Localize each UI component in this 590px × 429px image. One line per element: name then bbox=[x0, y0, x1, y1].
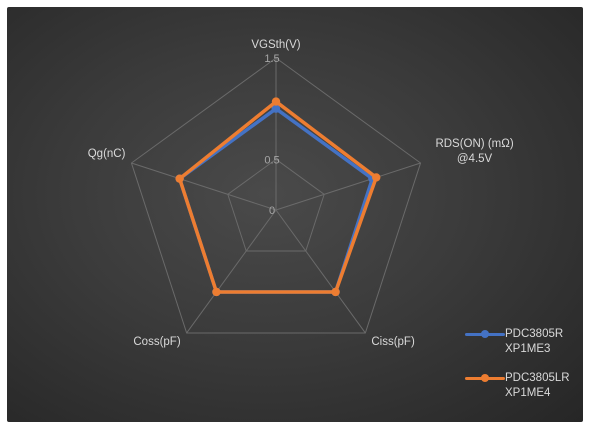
legend-label-series-2: PDC3805LR XP1ME4 bbox=[505, 372, 570, 399]
tick-label-1: 0.5 bbox=[264, 154, 279, 166]
legend-marker-series-2 bbox=[465, 371, 505, 385]
series-2-point-1 bbox=[372, 173, 381, 182]
spoke-1 bbox=[275, 162, 421, 211]
radial-tick-labels: 00.511.5 bbox=[264, 53, 279, 217]
radar-chart: 00.511.5 VGSth(V)RDS(ON) (mΩ)@4.5VCiss(p… bbox=[88, 39, 514, 348]
data-series bbox=[175, 97, 381, 297]
legend: PDC3805R XP1ME3 PDC3805LR XP1ME4 bbox=[465, 327, 583, 415]
spoke-3 bbox=[186, 209, 277, 334]
legend-label-series-1: PDC3805R XP1ME3 bbox=[505, 328, 564, 355]
series-2-point-3 bbox=[212, 287, 221, 297]
axis-label-1: RDS(ON) (mΩ) @4.5V bbox=[435, 138, 513, 165]
tick-label-0: 0 bbox=[269, 205, 275, 217]
series-1-point-0 bbox=[271, 104, 281, 113]
series-2-point-4 bbox=[175, 174, 184, 183]
series-2-point-0 bbox=[271, 97, 281, 106]
spoke-4 bbox=[131, 162, 277, 211]
chart-area: 00.511.5 VGSth(V)RDS(ON) (mΩ)@4.5VCiss(p… bbox=[7, 7, 583, 422]
legend-item-series-2: PDC3805LR XP1ME4 bbox=[465, 371, 583, 401]
series-line-2 bbox=[177, 99, 378, 294]
series-2-point-2 bbox=[331, 287, 340, 297]
axis-labels: VGSth(V) RDS(ON) (mΩ) @4.5V Ciss(pF) Coss(pF… bbox=[88, 39, 514, 348]
legend-item-series-1: PDC3805R XP1ME3 bbox=[465, 327, 583, 357]
tick-label-3: 1.5 bbox=[264, 53, 279, 65]
spoke-2 bbox=[275, 209, 366, 334]
axis-label-2: Ciss(pF) bbox=[371, 336, 415, 348]
axis-label-3: Coss(pF) bbox=[133, 336, 180, 348]
grid-ring-3 bbox=[130, 57, 422, 334]
legend-marker-series-1 bbox=[465, 327, 505, 341]
axis-label-4: Qg(nC) bbox=[88, 148, 126, 160]
grid-ring-1 bbox=[227, 158, 325, 252]
axis-label-0: VGSth(V) bbox=[251, 39, 300, 51]
